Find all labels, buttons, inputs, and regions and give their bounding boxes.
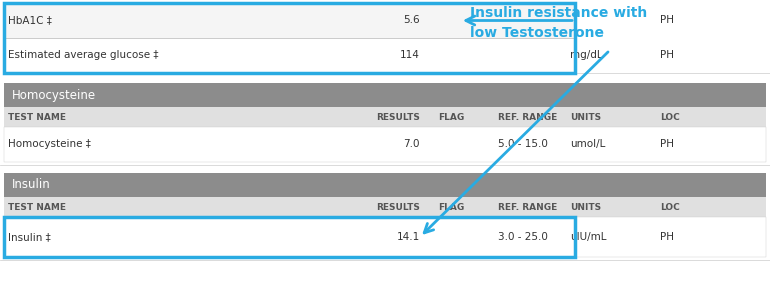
Text: Estimated average glucose ‡: Estimated average glucose ‡ xyxy=(8,50,159,60)
Text: 114: 114 xyxy=(400,50,420,60)
Text: PH: PH xyxy=(660,139,674,149)
Text: LOC: LOC xyxy=(660,113,680,122)
Bar xyxy=(4,127,766,162)
Text: HbA1C ‡: HbA1C ‡ xyxy=(8,15,52,25)
Text: LOC: LOC xyxy=(660,202,680,211)
Text: UNITS: UNITS xyxy=(570,113,601,122)
Text: REF. RANGE: REF. RANGE xyxy=(498,202,557,211)
Text: low Testosterone: low Testosterone xyxy=(470,26,604,40)
Bar xyxy=(4,217,575,257)
Text: REF. RANGE: REF. RANGE xyxy=(498,113,557,122)
Text: PH: PH xyxy=(660,50,674,60)
Text: 3.0 - 25.0: 3.0 - 25.0 xyxy=(498,232,548,242)
Text: umol/L: umol/L xyxy=(570,139,605,149)
Text: PH: PH xyxy=(660,15,674,25)
Text: RESULTS: RESULTS xyxy=(376,202,420,211)
Bar xyxy=(4,3,575,38)
Bar xyxy=(4,107,766,127)
Bar xyxy=(4,83,766,107)
Text: Insulin ‡: Insulin ‡ xyxy=(8,232,51,242)
Text: TEST NAME: TEST NAME xyxy=(8,202,66,211)
Text: UNITS: UNITS xyxy=(570,202,601,211)
Text: TEST NAME: TEST NAME xyxy=(8,113,66,122)
Text: FLAG: FLAG xyxy=(438,113,464,122)
Bar xyxy=(4,173,766,197)
Bar xyxy=(4,3,575,73)
Text: RESULTS: RESULTS xyxy=(376,113,420,122)
Text: Insulin: Insulin xyxy=(12,179,51,191)
Text: FLAG: FLAG xyxy=(438,202,464,211)
Text: uIU/mL: uIU/mL xyxy=(570,232,607,242)
Bar xyxy=(4,197,766,217)
Text: 7.0: 7.0 xyxy=(403,139,420,149)
Text: mg/dL: mg/dL xyxy=(570,50,603,60)
Bar xyxy=(4,38,575,73)
Text: 14.1: 14.1 xyxy=(397,232,420,242)
Text: Homocysteine: Homocysteine xyxy=(12,88,96,102)
Bar xyxy=(4,217,766,257)
Text: Insulin resistance with: Insulin resistance with xyxy=(470,6,648,20)
Text: Homocysteine ‡: Homocysteine ‡ xyxy=(8,139,91,149)
Text: 5.0 - 15.0: 5.0 - 15.0 xyxy=(498,139,548,149)
Text: PH: PH xyxy=(660,232,674,242)
Text: 5.6: 5.6 xyxy=(403,15,420,25)
